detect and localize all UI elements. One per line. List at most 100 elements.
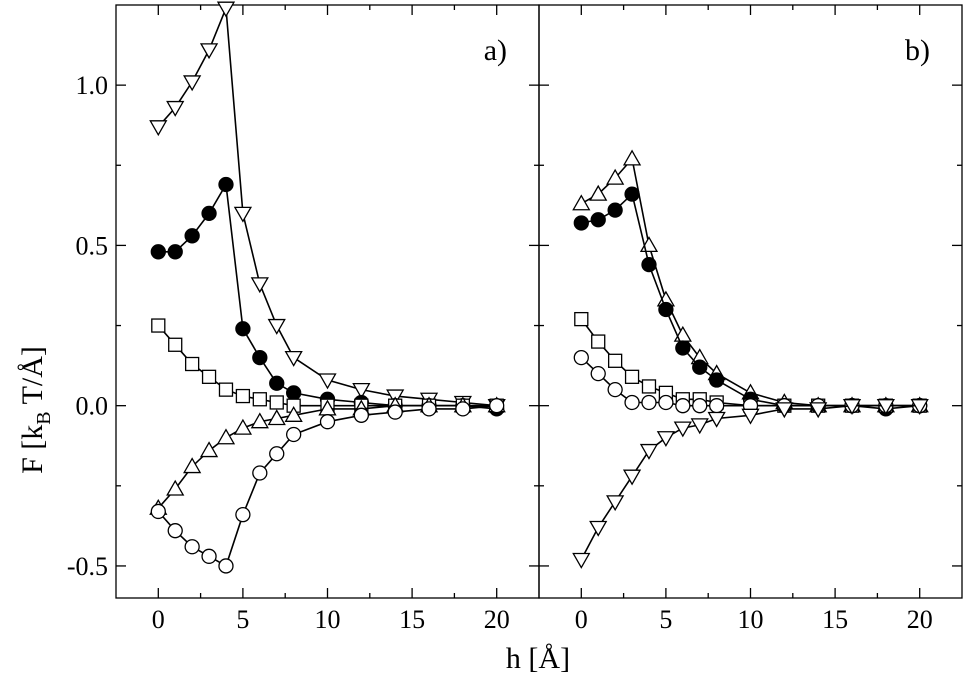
data-point-open-circle bbox=[201, 548, 217, 564]
data-point-filled-circle bbox=[184, 228, 200, 244]
data-point-filled-circle bbox=[218, 176, 234, 193]
data-point-up-triangle bbox=[216, 428, 236, 445]
data-point-down-triangle bbox=[318, 373, 337, 390]
data-point-open-circle bbox=[573, 349, 589, 366]
data-point-down-triangle bbox=[183, 75, 202, 92]
x-tick-label: 20 bbox=[484, 605, 510, 634]
data-point-open-circle bbox=[709, 398, 725, 414]
data-point-down-triangle bbox=[250, 277, 269, 294]
data-point-open-circle bbox=[252, 465, 268, 481]
data-point-down-triangle bbox=[606, 495, 625, 512]
data-point-down-triangle bbox=[741, 408, 760, 425]
data-point-down-triangle bbox=[775, 402, 794, 419]
x-tick-label: 10 bbox=[315, 605, 341, 634]
data-point-up-triangle bbox=[166, 479, 185, 496]
data-point-open-circle bbox=[218, 558, 234, 574]
series-open-circle bbox=[150, 398, 505, 574]
data-point-square bbox=[184, 356, 200, 372]
data-point-open-circle bbox=[421, 401, 437, 417]
y-axis-title: F [kB T/Å] bbox=[16, 346, 55, 474]
data-point-filled-circle bbox=[150, 244, 166, 260]
data-point-open-circle bbox=[489, 398, 505, 414]
y-tick-label: 1.0 bbox=[76, 71, 109, 100]
data-point-open-circle bbox=[286, 426, 302, 443]
data-point-down-triangle bbox=[216, 1, 236, 18]
y-tick-label: 0.0 bbox=[76, 392, 109, 421]
data-point-down-triangle bbox=[267, 318, 286, 335]
data-point-filled-circle bbox=[573, 215, 589, 231]
data-point-up-triangle bbox=[199, 441, 219, 458]
data-point-open-circle bbox=[590, 365, 606, 382]
data-point-square bbox=[252, 392, 267, 407]
data-point-down-triangle bbox=[910, 399, 929, 415]
x-tick-label: 15 bbox=[399, 605, 425, 634]
data-point-filled-circle bbox=[607, 202, 623, 218]
data-point-filled-circle bbox=[675, 340, 691, 356]
panel-a-frame bbox=[115, 4, 540, 599]
data-point-open-circle bbox=[675, 398, 691, 414]
data-point-down-triangle bbox=[233, 206, 253, 223]
data-point-filled-circle bbox=[201, 205, 217, 222]
data-point-up-triangle bbox=[183, 457, 202, 474]
data-point-square bbox=[624, 369, 640, 384]
y-tick-label: 0.5 bbox=[76, 231, 109, 260]
data-point-down-triangle bbox=[690, 418, 709, 435]
data-point-down-triangle bbox=[149, 120, 168, 137]
data-point-filled-circle bbox=[658, 301, 674, 318]
x-tick-label: 0 bbox=[152, 605, 165, 634]
data-point-open-circle bbox=[387, 404, 403, 420]
data-point-open-circle bbox=[235, 507, 251, 523]
x-tick-label: 15 bbox=[822, 605, 848, 634]
panel-b: 0 5 10 15 20 b) bbox=[538, 4, 963, 634]
panel-b-label: b) bbox=[905, 34, 930, 67]
panel-b-frame bbox=[538, 4, 963, 599]
data-point-down-triangle bbox=[284, 350, 303, 367]
data-point-square bbox=[218, 382, 234, 397]
data-point-down-triangle bbox=[572, 552, 591, 569]
x-axis-title: h [Å] bbox=[506, 642, 570, 675]
data-point-filled-circle bbox=[269, 375, 285, 391]
series-down-triangle bbox=[572, 399, 929, 569]
data-point-open-circle bbox=[607, 381, 623, 398]
data-point-up-triangle bbox=[572, 194, 591, 211]
data-point-down-triangle bbox=[876, 399, 895, 415]
data-point-down-triangle bbox=[842, 399, 862, 415]
series-down-triangle bbox=[149, 1, 506, 415]
y-tick-label: -0.5 bbox=[67, 552, 108, 581]
data-point-down-triangle bbox=[166, 100, 185, 117]
series-line-open-circle bbox=[157, 404, 497, 568]
data-point-square bbox=[168, 337, 183, 352]
data-point-square bbox=[269, 395, 284, 410]
data-point-square bbox=[641, 379, 657, 394]
data-point-filled-circle bbox=[252, 349, 268, 366]
data-point-down-triangle bbox=[199, 43, 219, 60]
data-point-open-circle bbox=[269, 446, 285, 462]
data-point-square bbox=[151, 318, 166, 333]
data-point-square bbox=[591, 334, 606, 349]
data-point-up-triangle bbox=[589, 184, 608, 201]
data-point-open-circle bbox=[624, 394, 640, 411]
data-point-open-circle bbox=[692, 398, 708, 414]
data-point-down-triangle bbox=[809, 402, 828, 419]
data-point-open-circle bbox=[150, 503, 166, 520]
data-point-square bbox=[235, 388, 251, 404]
data-point-down-triangle bbox=[639, 443, 659, 460]
data-point-filled-circle bbox=[286, 385, 302, 401]
x-tick-label: 5 bbox=[236, 605, 249, 634]
data-point-filled-circle bbox=[590, 212, 606, 228]
data-point-filled-circle bbox=[235, 321, 251, 337]
panel-a: 0 5 10 15 20 -0.5 0.0 0.5 1.0 a) bbox=[67, 1, 540, 634]
data-point-filled-circle bbox=[692, 359, 708, 375]
data-point-square bbox=[574, 311, 589, 327]
data-point-up-triangle bbox=[284, 405, 303, 422]
data-point-down-triangle bbox=[622, 469, 642, 486]
data-point-down-triangle bbox=[673, 421, 692, 438]
data-point-down-triangle bbox=[656, 431, 676, 448]
data-point-up-triangle bbox=[267, 409, 286, 426]
data-point-open-circle bbox=[353, 407, 369, 423]
data-point-open-circle bbox=[184, 539, 200, 555]
data-point-filled-circle bbox=[624, 186, 640, 202]
x-tick-label: 5 bbox=[659, 605, 672, 634]
data-point-square bbox=[201, 369, 217, 384]
